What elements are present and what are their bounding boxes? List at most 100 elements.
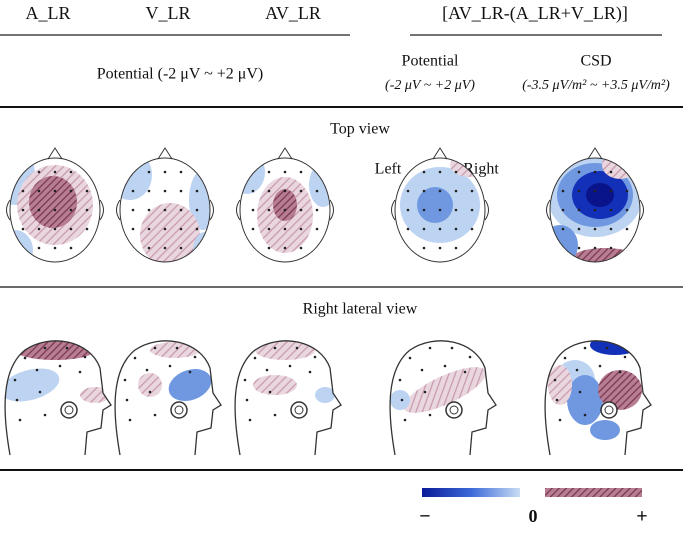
head-outline — [549, 157, 641, 263]
electrode — [283, 189, 287, 193]
electrode — [37, 189, 41, 193]
electrode — [153, 413, 157, 417]
ear — [329, 199, 334, 221]
electrode — [315, 208, 319, 212]
electrode — [438, 189, 442, 193]
electrode — [265, 368, 269, 372]
electrode — [58, 364, 62, 368]
electrode — [403, 418, 407, 422]
column-header: A_LR — [26, 3, 71, 23]
electrode — [147, 170, 151, 174]
ear — [639, 199, 644, 221]
electrode — [577, 246, 581, 250]
colorbar-label: 0 — [529, 506, 538, 526]
electrode — [179, 227, 183, 231]
map-region — [253, 375, 297, 395]
ear — [391, 199, 396, 221]
electrode — [251, 189, 255, 193]
electrode — [454, 246, 458, 250]
map-region — [189, 170, 210, 230]
head-outline — [239, 157, 331, 263]
electrode — [470, 189, 474, 193]
electrode — [315, 227, 319, 231]
electrode — [69, 189, 73, 193]
column-header: V_LR — [146, 3, 191, 23]
electrode — [422, 189, 426, 193]
electrode — [470, 227, 474, 231]
electrode — [454, 170, 458, 174]
electrode — [575, 368, 579, 372]
topography — [10, 158, 93, 262]
electrode — [128, 418, 132, 422]
electrode — [147, 208, 151, 212]
electrode — [283, 227, 287, 231]
electrode — [273, 413, 277, 417]
electrode — [53, 189, 57, 193]
topography — [390, 367, 487, 413]
ear — [445, 401, 463, 419]
head-outline — [4, 340, 112, 456]
electrode — [313, 355, 317, 359]
ear — [600, 401, 618, 419]
electrode — [438, 246, 442, 250]
electrode — [583, 413, 587, 417]
nose — [277, 147, 293, 160]
topography — [253, 340, 335, 403]
electrode — [53, 170, 57, 174]
electrode — [85, 227, 89, 231]
map-region — [390, 390, 410, 410]
electrode — [577, 170, 581, 174]
electrode — [422, 246, 426, 250]
map-region — [193, 232, 210, 262]
electrode — [85, 189, 89, 193]
electrode — [618, 370, 622, 374]
electrode — [308, 370, 312, 374]
electrode — [53, 227, 57, 231]
electrode — [245, 398, 249, 402]
head-outline — [114, 340, 222, 456]
map-region — [417, 187, 453, 223]
electrode — [35, 368, 39, 372]
electrode — [163, 227, 167, 231]
map-region — [403, 367, 487, 413]
electrode — [295, 346, 299, 350]
electrode — [267, 227, 271, 231]
electrode — [195, 227, 199, 231]
electrode — [577, 227, 581, 231]
electrode — [38, 390, 42, 394]
electrode — [175, 346, 179, 350]
topography — [548, 340, 642, 440]
electrode — [578, 390, 582, 394]
colorbar-label: + — [636, 506, 647, 528]
electrode — [623, 355, 627, 359]
electrode — [561, 227, 565, 231]
electrode — [315, 189, 319, 193]
ear — [484, 199, 489, 221]
electrode — [299, 246, 303, 250]
electrode — [593, 170, 597, 174]
electrode — [625, 227, 629, 231]
head-outline — [9, 157, 101, 263]
electrode — [148, 390, 152, 394]
topography — [550, 158, 640, 262]
map-region — [590, 420, 620, 440]
electrode — [163, 189, 167, 193]
map-region — [548, 365, 572, 405]
side-label: Left — [375, 161, 402, 178]
electrode — [400, 398, 404, 402]
electrode — [625, 208, 629, 212]
map-region — [309, 163, 330, 207]
ear — [170, 401, 188, 419]
electrode — [422, 170, 426, 174]
electrode — [422, 208, 426, 212]
electrode — [438, 227, 442, 231]
electrode — [299, 170, 303, 174]
column-header: AV_LR — [265, 3, 321, 23]
electrode — [163, 246, 167, 250]
head-outline — [389, 340, 497, 456]
electrode — [69, 208, 73, 212]
electrode — [69, 246, 73, 250]
ear — [290, 401, 308, 419]
ear — [449, 405, 459, 415]
electrode — [408, 356, 412, 360]
